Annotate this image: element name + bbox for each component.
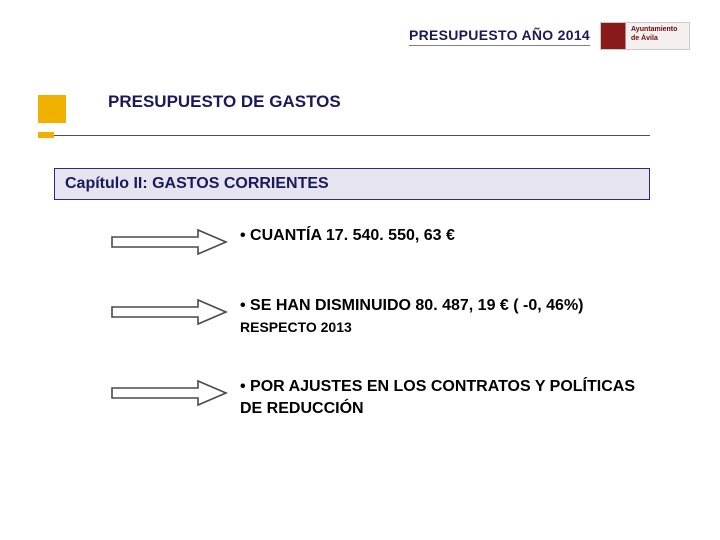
- bullet-text: • CUANTÍA 17. 540. 550, 63 €: [240, 225, 455, 247]
- bullet-sub: RESPECTO 2013: [240, 319, 352, 335]
- city-logo: [600, 22, 690, 50]
- arrow-icon: [110, 295, 240, 327]
- page-header: PRESUPUESTO AÑO 2014: [409, 22, 690, 50]
- section-subtitle: PRESUPUESTO DE GASTOS: [108, 92, 341, 112]
- bullet-row: • CUANTÍA 17. 540. 550, 63 €: [110, 225, 650, 257]
- arrow-icon: [110, 376, 240, 408]
- arrow-icon: [110, 225, 240, 257]
- chapter-title-box: Capítulo II: GASTOS CORRIENTES: [54, 168, 650, 200]
- bullet-text: • POR AJUSTES EN LOS CONTRATOS Y POLÍTIC…: [240, 376, 650, 419]
- horizontal-divider: [54, 135, 650, 136]
- accent-bar: [38, 132, 54, 138]
- bullet-row: • POR AJUSTES EN LOS CONTRATOS Y POLÍTIC…: [110, 376, 650, 419]
- bullet-row: • SE HAN DISMINUIDO 80. 487, 19 € ( -0, …: [110, 295, 650, 338]
- bullet-main: • SE HAN DISMINUIDO 80. 487, 19 € ( -0, …: [240, 297, 584, 314]
- bullet-content: • CUANTÍA 17. 540. 550, 63 € • SE HAN DI…: [110, 225, 650, 457]
- accent-square: [38, 95, 66, 123]
- header-title: PRESUPUESTO AÑO 2014: [409, 27, 590, 46]
- bullet-text: • SE HAN DISMINUIDO 80. 487, 19 € ( -0, …: [240, 295, 650, 338]
